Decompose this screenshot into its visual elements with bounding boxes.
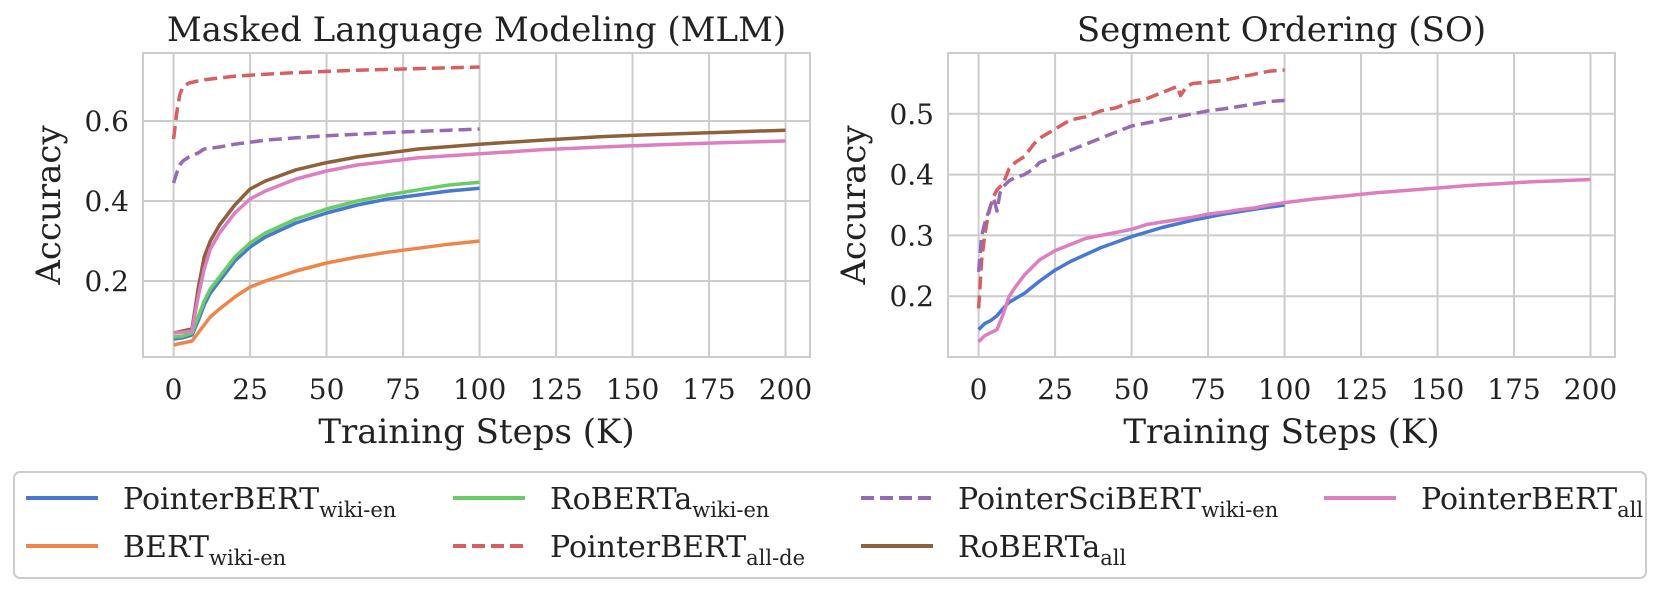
so-x-tick-label: 0: [970, 373, 988, 406]
mlm-series-pointerbert-all-de: [171, 65, 480, 140]
so-y-axis-label: Accuracy: [834, 125, 874, 286]
legend-label-subscript: all-de: [746, 546, 805, 570]
mlm-series-pointerbert-all: [173, 139, 786, 335]
legend-label-name: PointerBERT: [123, 482, 319, 517]
mlm-series-pointerscibert-wiki-en: [171, 127, 480, 184]
legend-label: RoBERTaall: [958, 530, 1126, 570]
so-y-tick-label: 0.4: [889, 159, 934, 192]
legend-label-name: RoBERTa: [550, 482, 692, 517]
mlm-series-roberta-all: [173, 128, 786, 335]
so-series-pointerbert-all: [977, 177, 1591, 344]
so-title: Segment Ordering (SO): [1077, 10, 1486, 50]
legend: PointerBERTwiki-enBERTwiki-enRoBERTawiki…: [13, 471, 1647, 579]
legend-label-name: PointerBERT: [550, 530, 746, 565]
mlm-series-roberta-wiki-en: [173, 180, 480, 339]
legend-frame: [13, 471, 1647, 579]
mlm-x-tick-label: 200: [759, 373, 812, 406]
mlm-x-axis-label: Training Steps (K): [318, 412, 634, 452]
so-x-tick-label: 175: [1487, 373, 1540, 406]
mlm-x-tick-label: 75: [385, 373, 421, 406]
legend-label-subscript: all: [1617, 498, 1643, 522]
legend-label-name: PointerSciBERT: [958, 482, 1201, 517]
so-x-tick-label: 150: [1411, 373, 1464, 406]
mlm-panel: 0 25 50 75 100 125 150 175 200 0.2 0.4 0.6 Masked La…: [29, 10, 812, 452]
mlm-title: Masked Language Modeling (MLM): [167, 10, 786, 50]
so-x-tick-label: 75: [1190, 373, 1226, 406]
mlm-y-tick-label: 0.6: [84, 105, 129, 138]
mlm-y-tick-label: 0.4: [84, 185, 129, 218]
so-series-pointerbert-all-de: [976, 68, 1285, 309]
mlm-series-bert-wiki-en: [173, 239, 480, 347]
legend-label: RoBERTawiki-en: [550, 482, 769, 522]
legend-label-subscript: wiki-en: [209, 546, 286, 570]
mlm-x-tick-label: 125: [529, 373, 582, 406]
so-x-tick-label: 50: [1114, 373, 1150, 406]
mlm-x-tick-label: 25: [232, 373, 268, 406]
legend-label-name: RoBERTa: [958, 530, 1100, 565]
legend-label: PointerSciBERTwiki-en: [958, 482, 1278, 522]
so-y-tick-label: 0.2: [889, 280, 934, 313]
legend-label: PointerBERTall-de: [550, 530, 805, 570]
so-x-tick-label: 200: [1564, 373, 1617, 406]
so-x-tick-label: 25: [1037, 373, 1073, 406]
mlm-x-tick-label: 150: [606, 373, 659, 406]
legend-label-subscript: wiki-en: [692, 498, 769, 522]
so-x-tick-label: 100: [1258, 373, 1311, 406]
mlm-x-tick-label: 175: [682, 373, 735, 406]
so-x-tick-label: 125: [1334, 373, 1387, 406]
mlm-x-tick-label: 50: [309, 373, 345, 406]
so-panel: 0 25 50 75 100 125 150 175 200 0.2 0.3 0.4 0.5 Segmen…: [834, 10, 1617, 452]
so-series-pointerscibert-wiki-en: [976, 98, 1285, 273]
legend-label-name: BERT: [123, 530, 209, 565]
mlm-y-axis-label: Accuracy: [29, 125, 69, 286]
legend-label-name: PointerBERT: [1421, 482, 1617, 517]
so-y-tick-label: 0.5: [889, 98, 934, 131]
so-x-axis-label: Training Steps (K): [1123, 412, 1439, 452]
so-series-pointerbert-wiki-en: [977, 203, 1285, 331]
mlm-x-tick-label: 0: [165, 373, 183, 406]
legend-label: PointerBERTwiki-en: [123, 482, 396, 522]
legend-label-subscript: all: [1100, 546, 1126, 570]
legend-label: PointerBERTall: [1421, 482, 1643, 522]
legend-label-subscript: wiki-en: [319, 498, 396, 522]
legend-label: BERTwiki-en: [123, 530, 286, 570]
mlm-y-tick-label: 0.2: [84, 265, 129, 298]
so-y-tick-label: 0.3: [889, 219, 934, 252]
legend-label-subscript: wiki-en: [1201, 498, 1278, 522]
mlm-plot-area: [142, 52, 811, 358]
mlm-x-tick-label: 100: [453, 373, 506, 406]
